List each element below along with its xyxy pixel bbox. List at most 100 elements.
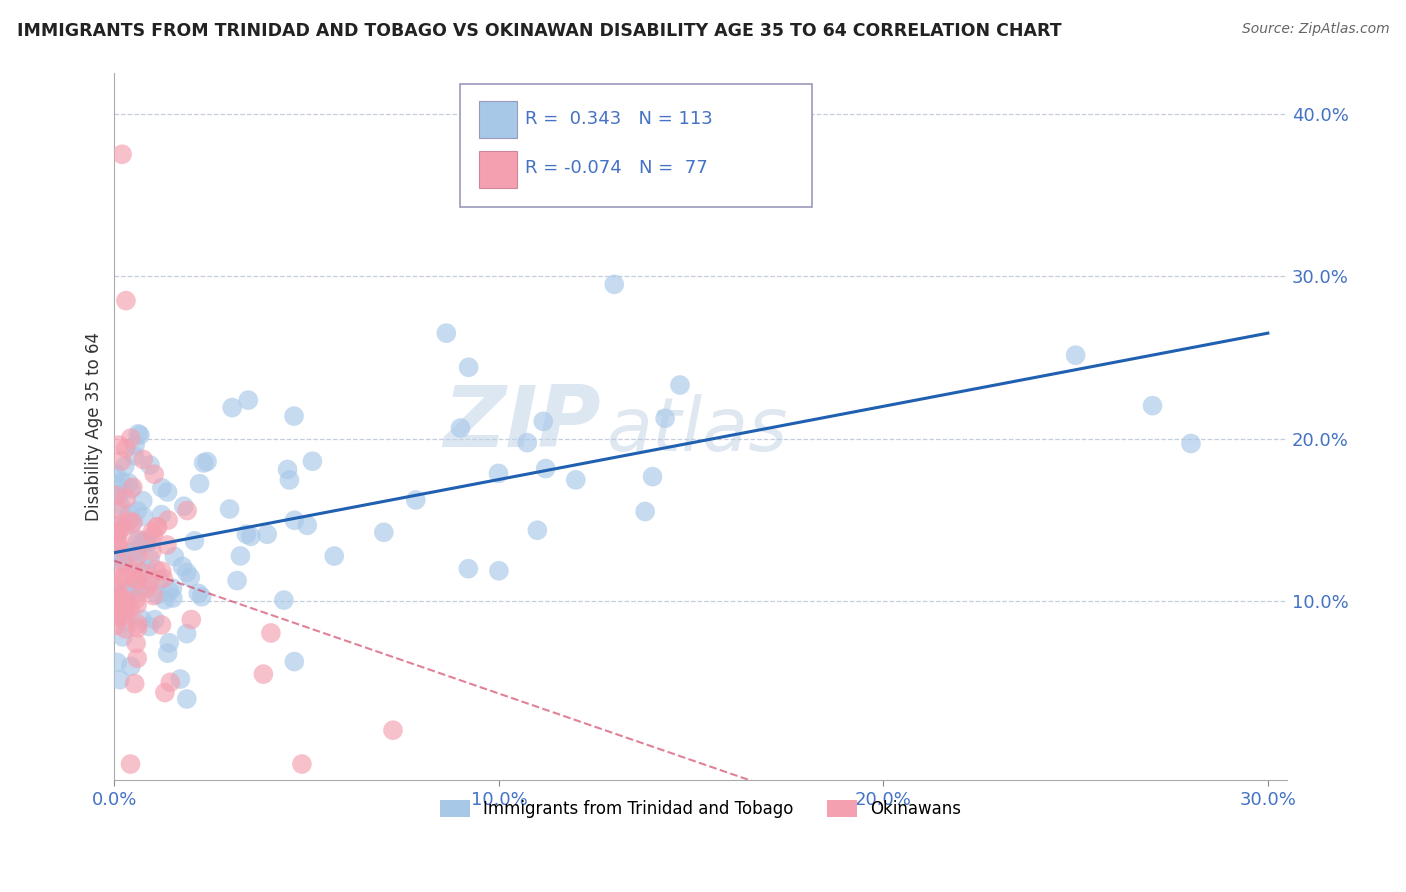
Point (120, 757, 142, 772)
Point (104, 580, 127, 594)
Point (112, 557, 135, 571)
Point (156, 538, 179, 552)
Point (110, 598, 132, 612)
Point (141, 544, 163, 558)
Point (283, 409, 305, 423)
Point (239, 529, 262, 543)
Point (115, 293, 138, 308)
Point (127, 651, 149, 665)
Legend: Immigrants from Trinidad and Tobago, Okinawans: Immigrants from Trinidad and Tobago, Oki… (433, 794, 969, 825)
Point (162, 591, 184, 605)
Point (654, 411, 676, 425)
Point (153, 592, 176, 607)
Point (132, 493, 155, 508)
Point (122, 516, 145, 530)
Point (110, 517, 132, 532)
Point (107, 548, 129, 562)
Text: atlas: atlas (607, 394, 789, 467)
Point (634, 504, 657, 518)
Text: R = -0.074   N =  77: R = -0.074 N = 77 (524, 160, 707, 178)
Point (107, 524, 129, 539)
Point (669, 378, 692, 392)
Point (107, 593, 129, 607)
Text: R =  0.343   N = 113: R = 0.343 N = 113 (524, 110, 713, 128)
Point (180, 613, 202, 627)
Point (526, 523, 548, 537)
Point (127, 426, 149, 441)
Point (125, 557, 148, 571)
Point (135, 581, 157, 595)
Point (218, 502, 240, 516)
Point (488, 467, 510, 481)
Point (159, 675, 181, 690)
Point (273, 593, 295, 607)
Point (132, 533, 155, 548)
Point (122, 544, 145, 558)
Point (105, 518, 128, 533)
Point (534, 461, 557, 475)
Point (132, 509, 155, 524)
Point (565, 473, 588, 487)
Point (105, 477, 128, 491)
Point (323, 549, 346, 563)
Point (457, 360, 479, 375)
Point (301, 454, 323, 468)
Point (122, 480, 145, 494)
Point (114, 572, 136, 586)
Point (108, 535, 131, 549)
Point (488, 564, 510, 578)
Text: Source: ZipAtlas.com: Source: ZipAtlas.com (1241, 22, 1389, 37)
Point (110, 570, 132, 584)
Point (125, 636, 148, 650)
Point (118, 507, 141, 521)
Point (229, 549, 252, 563)
Point (114, 586, 136, 600)
Point (193, 456, 215, 470)
Point (278, 473, 301, 487)
Point (157, 513, 180, 527)
Point (138, 619, 160, 633)
Point (142, 589, 165, 603)
Point (260, 626, 283, 640)
Point (283, 513, 305, 527)
Point (131, 538, 153, 552)
Point (195, 454, 218, 468)
Point (108, 598, 131, 612)
Point (104, 488, 127, 502)
Point (105, 589, 128, 603)
Point (104, 550, 127, 565)
Point (405, 492, 427, 507)
Point (457, 562, 479, 576)
Point (226, 574, 249, 588)
Point (115, 491, 138, 506)
Point (277, 462, 299, 476)
Point (141, 525, 163, 540)
Point (105, 526, 128, 541)
Point (179, 570, 201, 584)
Point (157, 636, 180, 650)
Point (291, 757, 314, 772)
Point (118, 601, 141, 615)
Point (110, 475, 132, 489)
Point (111, 147, 134, 161)
Point (104, 467, 127, 481)
Point (173, 500, 195, 514)
Point (120, 482, 142, 496)
Point (603, 277, 626, 292)
Point (145, 563, 167, 577)
Point (108, 438, 131, 452)
Point (114, 622, 136, 636)
Point (641, 469, 664, 483)
Point (108, 673, 131, 687)
Point (156, 485, 179, 500)
Point (139, 458, 162, 472)
Point (104, 618, 127, 632)
Point (125, 592, 148, 607)
Point (150, 508, 173, 522)
Point (146, 520, 169, 534)
Point (124, 576, 146, 591)
Point (373, 525, 395, 540)
Point (114, 602, 136, 616)
Point (120, 431, 142, 445)
Point (135, 563, 157, 577)
